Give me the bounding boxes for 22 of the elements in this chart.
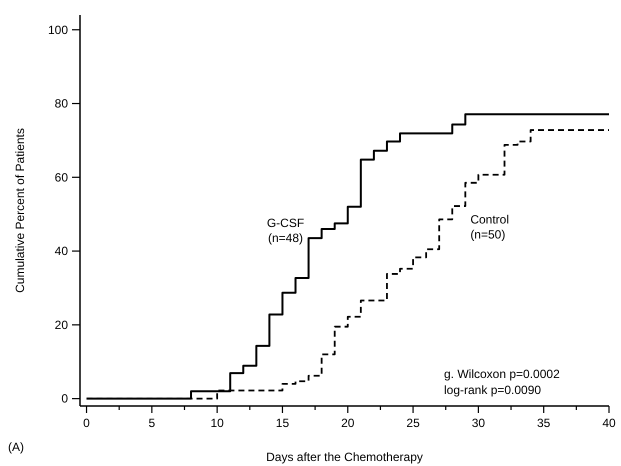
annotation: g. Wilcoxon p=0.0002 <box>444 367 560 381</box>
x-tick-label: 35 <box>537 416 551 430</box>
x-tick-label: 10 <box>210 416 224 430</box>
text: (A) <box>8 440 24 454</box>
y-tick-label: 80 <box>54 96 68 111</box>
x-tick-label: 30 <box>472 416 486 430</box>
y-axis-title: Cumulative Percent of Patients <box>13 128 27 293</box>
series-label: Control (n=50) <box>470 212 510 242</box>
x-axis-title: Days after the Chemotherapy <box>266 450 423 464</box>
y-tick-label: 60 <box>54 170 68 184</box>
annotation: log-rank p=0.0090 <box>444 383 542 397</box>
x-tick-label: 0 <box>83 416 90 430</box>
y-tick-label: 100 <box>48 22 68 37</box>
y-tick-label: 40 <box>54 244 68 258</box>
x-tick-label: 15 <box>276 416 290 430</box>
x-tick-label: 5 <box>148 416 156 430</box>
x-tick-label: 40 <box>602 416 616 430</box>
x-tick-label: 25 <box>406 416 420 430</box>
y-tick-label: 20 <box>54 318 68 332</box>
series-label: G-CSF (n=48) <box>266 216 304 245</box>
x-tick-label: 20 <box>341 416 355 430</box>
y-tick-label: 0 <box>61 392 68 406</box>
